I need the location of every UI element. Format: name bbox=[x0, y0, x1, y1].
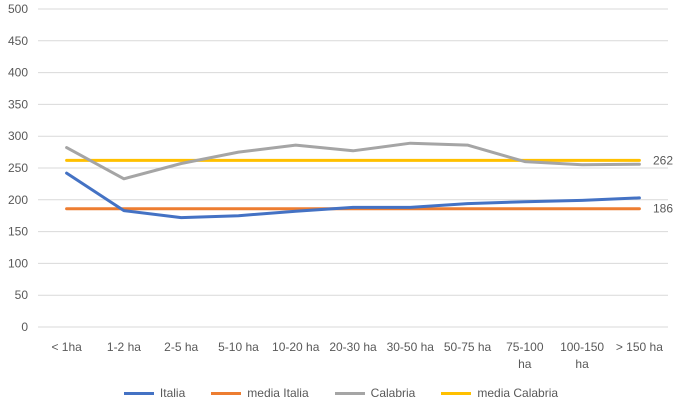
y-tick-label: 200 bbox=[8, 193, 28, 207]
x-tick-label: 10-20 ha bbox=[272, 340, 320, 354]
x-tick-label-line: ha bbox=[575, 357, 589, 371]
series-lines bbox=[65, 141, 641, 220]
x-tick-label-line: 20-30 ha bbox=[329, 340, 377, 354]
x-tick-label-line: 5-10 ha bbox=[218, 340, 259, 354]
x-tick-label: 30-50 ha bbox=[387, 340, 435, 354]
y-tick-label: 250 bbox=[8, 161, 28, 175]
y-tick-label: 50 bbox=[15, 288, 29, 302]
gridlines bbox=[38, 8, 668, 328]
legend-label: media Italia bbox=[247, 386, 309, 400]
y-tick-label: 450 bbox=[8, 34, 28, 48]
y-tick-label: 100 bbox=[8, 256, 28, 270]
y-tick-label: 300 bbox=[8, 129, 28, 143]
legend: Italia media Italia Calabria media Calabria bbox=[0, 386, 682, 400]
x-tick-label-line: 10-20 ha bbox=[272, 340, 320, 354]
y-tick-label: 400 bbox=[8, 66, 28, 80]
x-axis-ticks: < 1ha 1-2 ha 2-5 ha 5-10 ha 10-20 ha 20-30 ha… bbox=[51, 340, 663, 371]
x-tick-label: > 150 ha bbox=[616, 340, 663, 354]
series-line-calabria bbox=[65, 141, 641, 181]
legend-swatch bbox=[334, 391, 365, 395]
y-tick-label: 500 bbox=[8, 2, 28, 16]
x-tick-label: 2-5 ha bbox=[164, 340, 198, 354]
x-tick-label: 20-30 ha bbox=[329, 340, 377, 354]
x-tick-label-line: 75-100 bbox=[506, 340, 544, 354]
y-tick-label: 150 bbox=[8, 225, 28, 239]
x-tick-label-line: 100-150 bbox=[560, 340, 604, 354]
x-tick-label: 50-75 ha bbox=[444, 340, 492, 354]
legend-label: Italia bbox=[159, 386, 186, 400]
end-labels: 186 262 bbox=[653, 153, 673, 215]
x-tick-label-line: ha bbox=[518, 357, 532, 371]
legend-item: media Calabria bbox=[441, 386, 558, 400]
end-value-label: 186 bbox=[653, 202, 673, 216]
legend-swatch bbox=[123, 391, 154, 395]
legend-label: Calabria bbox=[370, 386, 416, 400]
x-tick-label-line: 2-5 ha bbox=[164, 340, 198, 354]
legend-swatch bbox=[211, 391, 242, 395]
y-axis-ticks: 0 50 100 150 200 250 300 350 400 450 500 bbox=[8, 2, 28, 334]
x-tick-label: 5-10 ha bbox=[218, 340, 259, 354]
legend-item: Italia bbox=[123, 386, 186, 400]
x-tick-label: 75-100 ha bbox=[506, 340, 544, 371]
x-tick-label-line: < 1ha bbox=[51, 340, 82, 354]
x-tick-label: 1-2 ha bbox=[107, 340, 141, 354]
end-value-label: 262 bbox=[653, 153, 673, 167]
x-tick-label-line: 30-50 ha bbox=[387, 340, 435, 354]
x-tick-label: < 1ha bbox=[51, 340, 82, 354]
y-tick-label: 0 bbox=[21, 320, 28, 334]
x-tick-label-line: 50-75 ha bbox=[444, 340, 492, 354]
series-line-italia bbox=[65, 171, 641, 220]
legend-item: Calabria bbox=[334, 386, 416, 400]
legend-label: media Calabria bbox=[477, 386, 559, 400]
legend-item: media Italia bbox=[211, 386, 309, 400]
x-tick-label-line: 1-2 ha bbox=[107, 340, 141, 354]
line-chart-plot: 0 50 100 150 200 250 300 350 400 450 500 < 1ha 1-2 … bbox=[8, 2, 673, 371]
x-tick-label: 100-150 ha bbox=[560, 340, 604, 371]
x-tick-label-line: > 150 ha bbox=[616, 340, 663, 354]
y-tick-label: 350 bbox=[8, 97, 28, 111]
legend-swatch bbox=[441, 391, 472, 395]
